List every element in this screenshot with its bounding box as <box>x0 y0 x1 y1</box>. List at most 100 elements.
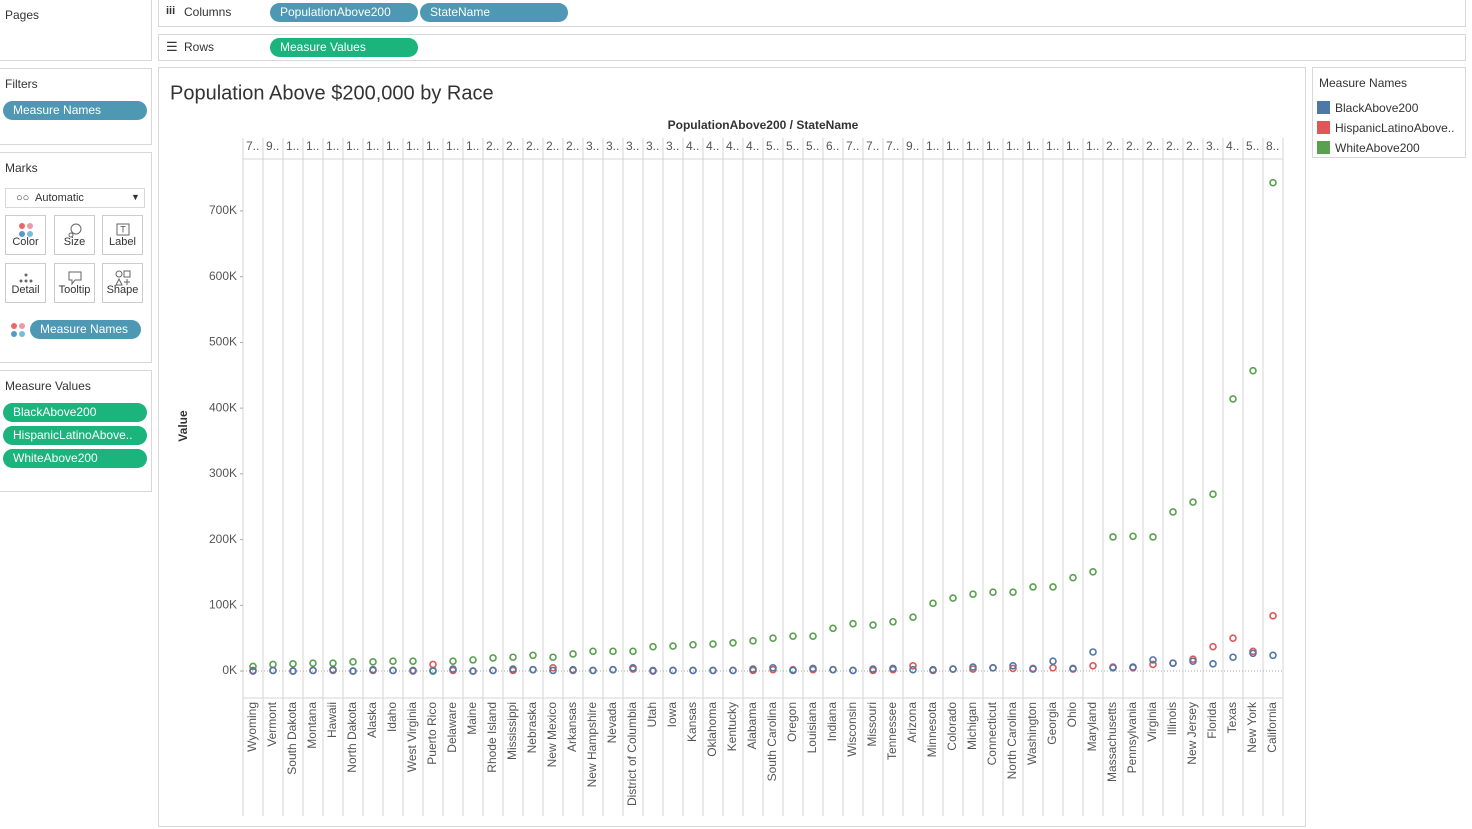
data-point <box>289 667 297 675</box>
y-axis-title: Value <box>176 410 190 442</box>
data-point <box>1209 660 1217 668</box>
column-header: 1.. <box>366 139 379 153</box>
y-tick-label: 100K <box>209 597 237 611</box>
marks-card[interactable]: T Label <box>102 215 143 255</box>
column-header: 4.. <box>686 139 699 153</box>
x-category-label: Alabama <box>745 702 759 750</box>
x-category-label: North Dakota <box>345 702 359 773</box>
data-point <box>1109 533 1117 541</box>
legend-entry[interactable]: HispanicLatinoAbove.. <box>1335 121 1455 135</box>
shelf-icon: iii <box>166 5 176 17</box>
x-category-label: Wyoming <box>245 702 259 752</box>
data-point <box>1049 663 1057 672</box>
data-point <box>1129 663 1137 671</box>
column-header: 3.. <box>646 139 659 153</box>
x-category-label: Idaho <box>385 702 399 732</box>
data-point <box>1269 612 1277 620</box>
marks-card[interactable]: Shape <box>102 263 143 303</box>
mark-type-dropdown[interactable]: ○○ Automatic ▼ <box>5 188 145 208</box>
data-point <box>1149 660 1157 669</box>
column-header: 1.. <box>1086 139 1099 153</box>
data-point <box>1269 651 1277 660</box>
x-category-label: Maine <box>465 702 479 735</box>
column-header: 5.. <box>1246 139 1259 153</box>
column-header: 1.. <box>1066 139 1079 153</box>
data-point <box>1149 533 1157 541</box>
x-category-label: Texas <box>1225 702 1239 733</box>
data-point <box>869 621 877 629</box>
pill[interactable]: Measure Names <box>3 101 147 120</box>
data-point <box>549 663 557 672</box>
svg-text:T: T <box>120 224 126 234</box>
data-point <box>609 665 617 674</box>
column-header: 1.. <box>386 139 399 153</box>
x-category-label: New York <box>1245 701 1259 753</box>
y-tick-label: 0K <box>222 663 237 677</box>
x-category-label: Illinois <box>1165 702 1179 735</box>
shelf-label: Columns <box>184 5 232 19</box>
column-header: 1.. <box>986 139 999 153</box>
x-category-label: Massachusetts <box>1105 702 1119 782</box>
x-category-label: North Carolina <box>1005 702 1019 780</box>
column-header: 1.. <box>926 139 939 153</box>
card-label: Size <box>63 236 86 248</box>
x-category-label: Arkansas <box>565 702 579 752</box>
x-category-label: Oklahoma <box>705 702 719 757</box>
x-category-label: Nevada <box>605 702 619 744</box>
chart-title: Population Above $200,000 by Race <box>170 82 494 104</box>
data-point <box>1269 178 1277 187</box>
x-category-label: Indiana <box>825 702 839 742</box>
data-point <box>929 665 937 674</box>
marks-card[interactable]: Size <box>54 215 95 255</box>
data-point <box>989 663 997 672</box>
data-point <box>309 659 317 667</box>
marks-card[interactable]: Detail <box>5 263 46 303</box>
x-category-label: Iowa <box>665 702 679 728</box>
dropdown-value: Automatic <box>35 192 84 204</box>
data-point <box>329 659 337 667</box>
legend-entry[interactable]: BlackAbove200 <box>1335 101 1419 115</box>
pill[interactable]: StateName <box>420 3 568 22</box>
marks-card[interactable]: Color <box>5 215 46 255</box>
data-point <box>429 667 437 675</box>
data-point <box>449 665 457 673</box>
pill[interactable]: BlackAbove200 <box>3 403 147 422</box>
data-point <box>1169 659 1177 667</box>
column-header: 1.. <box>1006 139 1019 153</box>
pill[interactable]: PopulationAbove200 <box>270 3 418 22</box>
pill[interactable]: WhiteAbove200 <box>3 449 147 468</box>
card-label: Label <box>109 236 136 248</box>
column-header: 9.. <box>906 139 919 153</box>
x-category-label: Maryland <box>1085 702 1099 751</box>
data-point <box>1069 664 1077 673</box>
pill[interactable]: Measure Values <box>270 38 418 57</box>
pill[interactable]: Measure Names <box>30 320 141 339</box>
data-point <box>629 647 637 656</box>
column-header: 7.. <box>846 139 859 153</box>
card-label: Detail <box>11 284 40 296</box>
legend-entry[interactable]: WhiteAbove200 <box>1335 141 1420 155</box>
y-tick-label: 200K <box>209 532 237 546</box>
data-point <box>1029 583 1037 591</box>
pill[interactable]: HispanicLatinoAbove.. <box>3 426 147 445</box>
pages-panel: Pages <box>0 0 152 61</box>
data-point <box>689 666 697 675</box>
shelf-label: Rows <box>184 40 215 54</box>
data-point <box>689 640 697 649</box>
marks-card[interactable]: Tooltip <box>54 263 95 303</box>
column-header: 3.. <box>586 139 599 153</box>
data-point <box>1149 656 1157 664</box>
column-header: 5.. <box>806 139 819 153</box>
data-point <box>789 632 797 641</box>
column-header: 1.. <box>426 139 439 153</box>
data-point <box>269 666 277 675</box>
data-point <box>909 661 917 670</box>
data-point <box>1249 649 1257 658</box>
x-category-label: Florida <box>1205 702 1219 739</box>
data-point <box>669 642 677 650</box>
card-icon <box>19 273 33 283</box>
column-header: 2.. <box>566 139 579 153</box>
x-category-label: Michigan <box>965 702 979 750</box>
data-point <box>909 613 917 621</box>
